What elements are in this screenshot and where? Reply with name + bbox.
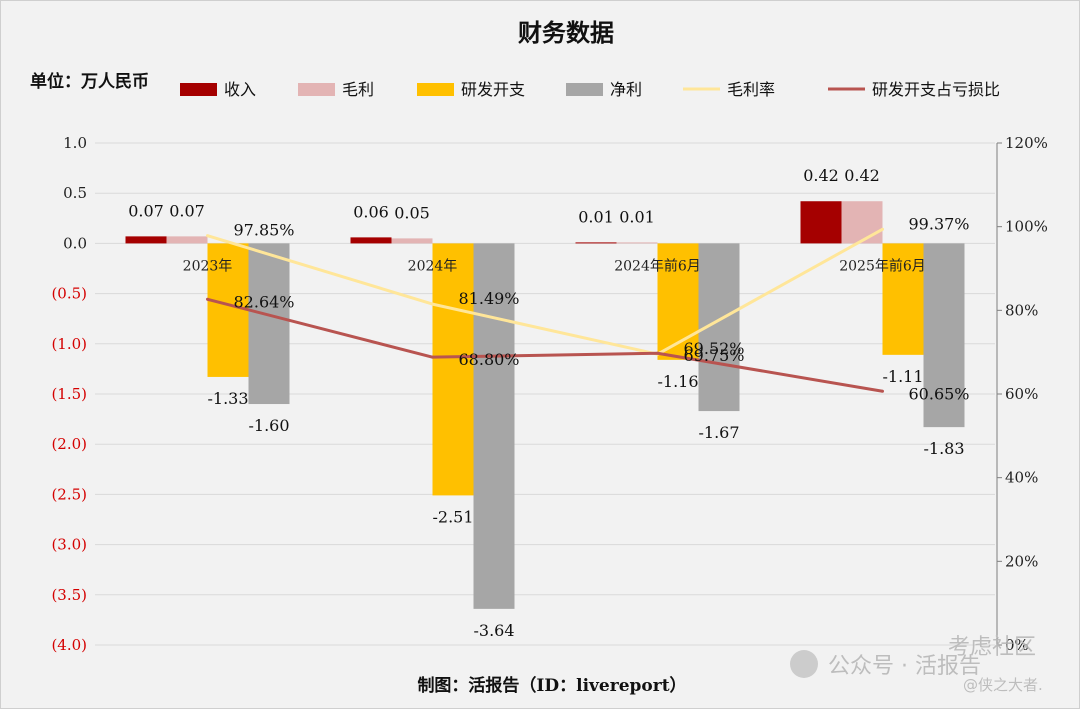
- legend-label: 毛利率: [727, 80, 775, 99]
- bar-4: [473, 243, 515, 609]
- legend-swatch: [566, 83, 603, 96]
- bar-1: [575, 242, 617, 244]
- watermark: 公众号 · 活报告 考虑社区 @侠之大者.: [790, 635, 1043, 694]
- category-label: 2025年前6月: [839, 257, 926, 274]
- y-tick-label: 0.0: [63, 234, 87, 252]
- legend-label: 研发开支占亏损比: [872, 80, 1000, 99]
- bar-data-label: 0.06: [353, 202, 389, 221]
- chart-title: 财务数据: [518, 18, 614, 47]
- bar-2: [616, 242, 658, 244]
- category-label: 2024年: [408, 258, 458, 274]
- bar-2: [391, 238, 433, 244]
- lines: [206, 227, 884, 393]
- y2-tick-label: 120%: [1005, 134, 1048, 152]
- wechat-icon: [790, 650, 818, 678]
- legend-label: 净利: [610, 80, 642, 99]
- bar-data-label: -1.83: [923, 439, 964, 458]
- bar-data-label: -1.33: [207, 389, 248, 408]
- bar-data-label: 0.01: [578, 207, 614, 226]
- bar-data-label: -2.51: [432, 507, 473, 526]
- line-point: [881, 227, 884, 231]
- line-point: [431, 355, 434, 359]
- line-series-2: [207, 297, 883, 393]
- bar-1: [800, 201, 842, 244]
- y-tick-label: 0.5: [63, 184, 87, 202]
- bar-1: [350, 237, 392, 244]
- line-data-label: 81.49%: [459, 289, 520, 308]
- watermark-community: 考虑社区: [948, 635, 1036, 660]
- legend: 收入 毛利 研发开支 净利 毛利率 研发开支占亏损比: [180, 80, 1000, 99]
- bar-2: [166, 236, 208, 244]
- y-tick-label: (3.0): [51, 536, 87, 554]
- legend-swatch: [417, 83, 454, 96]
- bar-1: [125, 236, 167, 244]
- bar-data-label: -1.11: [882, 367, 923, 386]
- line-data-label: 82.64%: [234, 292, 295, 311]
- y-tick-label: (3.5): [51, 586, 87, 604]
- bar-data-label: -1.60: [248, 416, 289, 435]
- y2-tick-label: 40%: [1005, 469, 1038, 487]
- line-point: [881, 389, 884, 393]
- y-axis-left: 1.0 0.5 0.0 (0.5) (1.0) (1.5) (2.0) (2.5) (3.0) (…: [51, 134, 87, 654]
- legend-swatch: [298, 83, 335, 96]
- data-labels: 0.07 0.06 0.01 0.42 0.07 0.05 0.01 0.42 -1.33 -2.…: [128, 166, 969, 640]
- y2-tick-label: 20%: [1005, 552, 1038, 570]
- bar-3: [207, 243, 249, 377]
- line-data-label: 68.80%: [459, 350, 520, 369]
- bar-data-label: 0.42: [803, 166, 839, 185]
- bar-data-label: 0.07: [169, 201, 205, 220]
- bar-4: [923, 243, 965, 428]
- category-label: 2023年: [183, 258, 233, 274]
- line-data-label: 69.52%: [684, 339, 745, 358]
- line-point: [206, 234, 209, 238]
- y-tick-label: (4.0): [51, 636, 87, 654]
- bar-data-label: 0.42: [844, 166, 880, 185]
- line-data-label: 60.65%: [909, 384, 970, 403]
- line-data-label: 99.37%: [909, 214, 970, 233]
- bar-data-label: 0.07: [128, 201, 164, 220]
- legend-label: 研发开支: [461, 80, 525, 99]
- y2-tick-label: 100%: [1005, 218, 1048, 236]
- bar-data-label: -3.64: [473, 621, 514, 640]
- bars: [125, 201, 965, 609]
- watermark-author: @侠之大者.: [963, 676, 1043, 694]
- line-point: [656, 351, 659, 355]
- bar-3: [657, 243, 699, 360]
- bar-3: [882, 243, 924, 355]
- y2-tick-label: 80%: [1005, 301, 1038, 319]
- legend-label: 毛利: [342, 80, 374, 99]
- y-tick-label: (2.5): [51, 485, 87, 503]
- y-tick-label: (2.0): [51, 435, 87, 453]
- y-tick-label: (1.5): [51, 385, 87, 403]
- bar-data-label: 0.05: [394, 203, 430, 222]
- legend-swatch: [180, 83, 217, 96]
- y-tick-label: (0.5): [51, 285, 87, 303]
- category-labels: 2023年 2024年 2024年前6月 2025年前6月: [183, 257, 926, 274]
- y2-tick-label: 0%: [1005, 636, 1029, 654]
- line-point: [206, 297, 209, 301]
- y-axis-right: 120% 100% 80% 60% 40% 20% 0%: [996, 134, 1048, 654]
- bar-4: [248, 243, 290, 405]
- y-tick-label: (1.0): [51, 335, 87, 353]
- bar-data-label: -1.16: [657, 372, 698, 391]
- bar-2: [841, 201, 883, 244]
- watermark-account: 公众号 · 活报告: [828, 654, 981, 679]
- line-point: [431, 302, 434, 306]
- bar-data-label: -1.67: [698, 423, 739, 442]
- line-data-label: 97.85%: [234, 221, 295, 240]
- line-series-1: [207, 227, 884, 356]
- y2-tick-label: 60%: [1005, 385, 1038, 403]
- source-credit: 制图：活报告（ID：livereport）: [417, 675, 686, 696]
- bar-3: [432, 243, 474, 496]
- legend-label: 收入: [224, 80, 256, 99]
- unit-label: 单位：万人民币: [30, 71, 149, 92]
- category-label: 2024年前6月: [614, 257, 701, 274]
- line-data-label: 69.75%: [684, 346, 745, 365]
- bar-data-label: 0.01: [619, 207, 655, 226]
- y-tick-label: 1.0: [63, 134, 87, 152]
